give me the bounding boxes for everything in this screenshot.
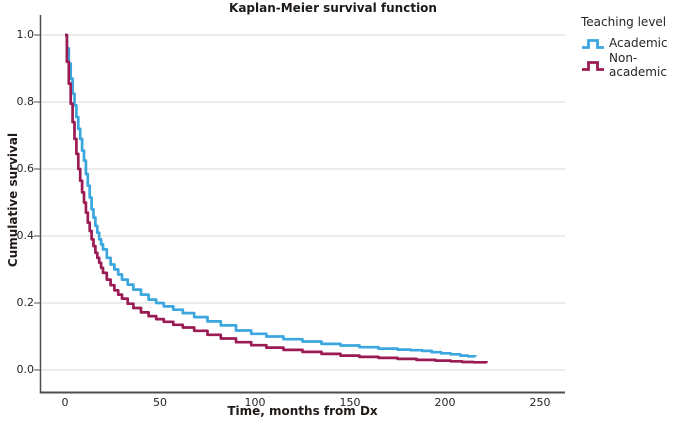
y-axis-title: Cumulative survival bbox=[6, 132, 20, 268]
legend-title: Teaching level bbox=[581, 15, 667, 29]
legend: Teaching level Academic Non-academic bbox=[581, 15, 683, 80]
x-axis-title: Time, months from Dx bbox=[227, 404, 378, 418]
series-non-academic-curve bbox=[65, 33, 489, 364]
y-tick-label: 1.0 bbox=[16, 28, 35, 41]
series-academic-curve bbox=[65, 33, 477, 358]
step-line-icon bbox=[582, 60, 604, 71]
step-line-icon bbox=[582, 38, 604, 49]
legend-item-label: Academic bbox=[609, 36, 668, 50]
y-tick-label: 0.2 bbox=[16, 296, 35, 309]
x-tick-label: 100 bbox=[244, 396, 266, 409]
legend-item-label: Non-academic bbox=[609, 51, 667, 79]
y-tick-label: 0.8 bbox=[16, 95, 35, 108]
x-tick-label: 200 bbox=[434, 396, 456, 409]
chart-title: Kaplan-Meier survival function bbox=[229, 1, 437, 15]
x-tick-label: 150 bbox=[339, 396, 361, 409]
x-tick-label: 250 bbox=[529, 396, 551, 409]
y-tick-label: 0.0 bbox=[16, 363, 35, 376]
x-tick-label: 0 bbox=[61, 396, 69, 409]
x-tick-label: 50 bbox=[153, 396, 167, 409]
y-tick-label: 0.6 bbox=[16, 162, 35, 175]
y-tick-label: 0.4 bbox=[16, 229, 35, 242]
legend-item-academic: Academic bbox=[581, 36, 683, 50]
legend-item-non-academic: Non-academic bbox=[581, 51, 683, 79]
